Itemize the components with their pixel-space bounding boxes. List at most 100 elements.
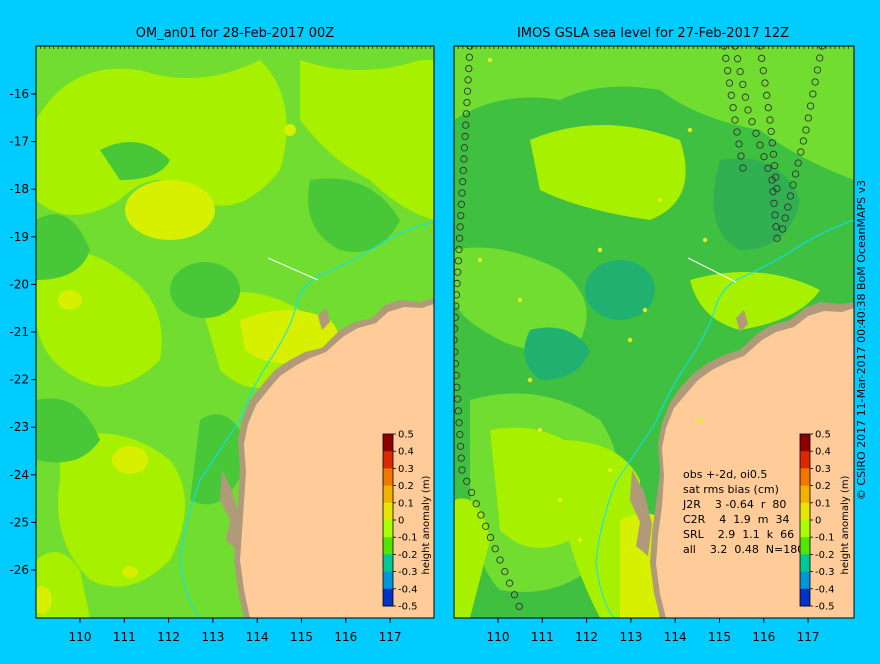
obs-point <box>460 155 468 163</box>
obs-point <box>733 128 741 136</box>
colorbar-tick-label: -0.1 <box>398 533 418 544</box>
obs-point <box>764 164 772 172</box>
obs-point <box>804 114 812 122</box>
obs-point <box>799 137 808 145</box>
obs-point <box>773 234 781 242</box>
obs-point <box>472 500 480 508</box>
colorbar-tick-label: -0.2 <box>398 550 418 561</box>
obs-point <box>455 234 464 242</box>
obs-dot <box>642 307 648 313</box>
right-map-frame <box>453 45 855 619</box>
obs-point <box>811 78 819 86</box>
x-tick-label: 111 <box>531 630 554 644</box>
colorbar-tick-label: 0.2 <box>398 481 414 492</box>
obs-point <box>457 211 465 220</box>
obs-point <box>463 477 471 485</box>
obs-point <box>496 556 504 564</box>
obs-point <box>816 54 824 62</box>
x-tick-label: 113 <box>619 630 642 644</box>
colorbar-segment <box>383 588 393 607</box>
obs-point <box>463 87 472 95</box>
obs-point <box>458 189 466 197</box>
obs-point <box>791 170 800 178</box>
obs-point <box>464 76 472 84</box>
y-tick-label: -23 <box>9 420 29 434</box>
obs-dot <box>537 427 543 433</box>
stats-row: C2R 4 1.9 m 34 <box>683 513 790 526</box>
obs-point <box>766 116 774 124</box>
y-tick-label: -19 <box>9 230 29 244</box>
x-tick-label: 110 <box>69 630 92 644</box>
obs-point <box>457 454 465 462</box>
right-map-area <box>454 46 854 618</box>
left-x-ticks: 110 111 112 113 114 115 116 117 <box>35 46 431 644</box>
x-tick-label: 117 <box>797 630 820 644</box>
obs-point <box>454 291 461 299</box>
obs-point <box>458 178 467 186</box>
y-tick-label: -16 <box>9 87 29 101</box>
obs-point <box>760 153 768 161</box>
colorbar-segment <box>383 571 393 590</box>
obs-point <box>739 80 747 89</box>
x-tick-label: 110 <box>487 630 510 644</box>
obs-point <box>462 121 470 129</box>
stats-row: all 3.2 0.48 N=180 <box>683 543 804 556</box>
obs-point <box>781 214 789 222</box>
colorbar-tick-label: -0.5 <box>815 602 835 613</box>
obs-point <box>454 359 460 368</box>
colorbar-tick-label: -0.1 <box>815 533 835 544</box>
x-tick-label: 116 <box>752 630 775 644</box>
obs-point <box>454 313 459 322</box>
right-colorbar: 0.5 0.4 0.3 0.2 0.1 0 -0.1 -0.2 -0.3 -0.4 -0.5 <box>799 430 835 613</box>
obs-point <box>773 184 781 193</box>
obs-point <box>454 302 460 310</box>
obs-point <box>744 106 752 114</box>
colorbar-segment <box>800 468 810 487</box>
colorbar-segment <box>800 434 810 452</box>
obs-point <box>459 166 467 175</box>
obs-point <box>454 383 461 391</box>
obs-point <box>778 225 787 233</box>
obs-point <box>789 181 797 189</box>
obs-point <box>794 159 802 167</box>
obs-point <box>454 257 462 265</box>
y-tick-label: -25 <box>9 515 29 529</box>
obs-point <box>739 164 747 172</box>
colorbar-segment <box>383 554 393 573</box>
obs-point <box>491 545 499 553</box>
obs-dot <box>557 497 563 503</box>
obs-point <box>460 144 469 152</box>
obs-point <box>809 90 817 98</box>
obs-point <box>764 104 772 112</box>
stats-line2: sat rms bias (cm) <box>683 483 779 496</box>
obs-point <box>727 91 735 99</box>
colorbar-tick-label: 0.5 <box>398 430 414 441</box>
obs-point <box>756 141 764 149</box>
obs-point <box>729 104 737 112</box>
x-tick-label: 115 <box>708 630 731 644</box>
x-tick-label: 112 <box>575 630 598 644</box>
x-tick-label: 117 <box>379 630 402 644</box>
obs-dot <box>517 297 523 303</box>
y-tick-label: -21 <box>9 325 29 339</box>
obs-point <box>458 466 466 474</box>
obs-dot <box>627 337 633 343</box>
colorbar-segment <box>800 571 810 590</box>
obs-point <box>735 140 743 148</box>
left-colorbar-label: height anomaly (m) <box>421 475 432 574</box>
obs-dot <box>687 127 693 133</box>
y-tick-label: -26 <box>9 563 29 577</box>
obs-point <box>806 102 815 110</box>
obs-point <box>741 93 750 101</box>
obs-point <box>759 67 767 75</box>
obs-point <box>456 430 464 439</box>
right-x-ticks: 110 111 112 113 114 115 116 117 <box>453 46 849 644</box>
y-tick-label: -17 <box>9 135 29 149</box>
colorbar-tick-label: 0.2 <box>815 481 831 492</box>
obs-point <box>784 203 792 211</box>
obs-dot <box>657 197 663 203</box>
obs-point <box>465 64 473 73</box>
obs-point <box>454 371 460 380</box>
colorbar-segment <box>800 520 810 538</box>
